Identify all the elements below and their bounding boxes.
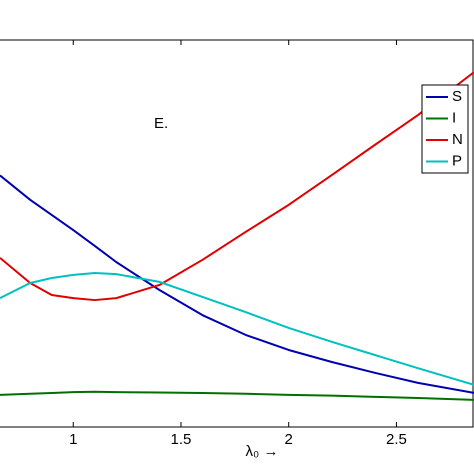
x-tick-label: 2	[285, 431, 293, 448]
legend-label: N	[452, 131, 463, 148]
series-line	[0, 390, 474, 401]
series-line	[0, 174, 474, 394]
x-tick-label: 1	[69, 431, 77, 448]
legend-box	[421, 84, 469, 174]
legend-label: S	[452, 88, 462, 105]
x-tick-label: 2.5	[386, 431, 407, 448]
legend-label: I	[452, 109, 456, 126]
legend-label: P	[452, 152, 462, 169]
x-tick-label: 1.5	[171, 431, 192, 448]
series-line	[0, 271, 474, 386]
x-axis-label: λ₀ →	[246, 443, 279, 460]
annotation: E.	[154, 115, 168, 132]
axes-box	[0, 39, 474, 428]
series-line	[0, 71, 474, 302]
